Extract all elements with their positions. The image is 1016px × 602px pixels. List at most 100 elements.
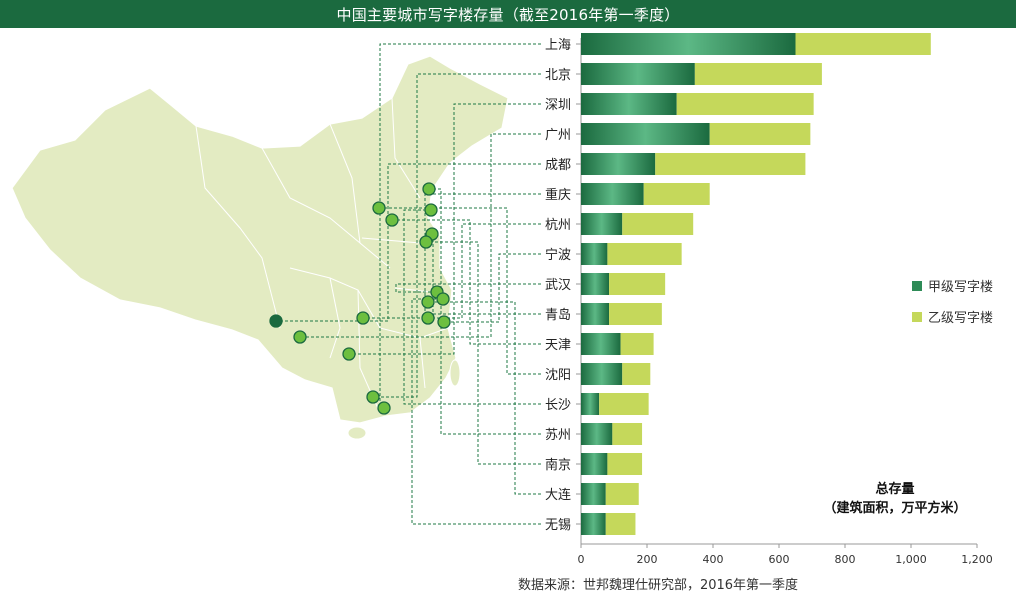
source-note: 数据来源：世邦魏理仕研究部，2016年第一季度 <box>517 578 799 593</box>
bar-grade-b <box>599 393 649 415</box>
city-marker <box>421 311 435 325</box>
x-tick-label: 600 <box>769 553 790 566</box>
bar-grade-b <box>605 483 639 505</box>
legend-swatch-grade-b <box>912 311 922 322</box>
x-tick-label: 200 <box>637 553 658 566</box>
bar-grade-a <box>581 123 710 145</box>
bar-grade-b <box>694 63 822 85</box>
leader-line <box>426 241 541 465</box>
bar-grade-b <box>607 243 682 265</box>
city-marker <box>372 201 386 215</box>
bar-grade-a <box>581 63 695 85</box>
bar-grade-b <box>622 213 694 235</box>
city-marker <box>419 235 433 249</box>
city-marker <box>436 292 450 306</box>
leader-line <box>276 163 541 322</box>
city-marker <box>293 330 307 344</box>
category-label: 北京 <box>545 68 571 83</box>
leader-line <box>444 253 541 323</box>
category-label: 沈阳 <box>545 368 571 383</box>
bar-grade-a <box>581 453 608 475</box>
x-tick-label: 1,000 <box>895 553 927 566</box>
category-label: 大连 <box>545 487 571 503</box>
x-axis: 0 200 400 600 800 1,000 1,200 <box>578 38 993 566</box>
category-label: 无锡 <box>545 518 571 533</box>
leader-line <box>428 301 541 495</box>
leader-line <box>363 193 541 319</box>
city-marker <box>422 182 436 196</box>
category-label: 青岛 <box>545 307 571 323</box>
category-label: 天津 <box>545 338 571 353</box>
bar-grade-b <box>612 423 643 445</box>
legend-label-grade-b: 乙级写字楼 <box>928 311 994 326</box>
category-label: 广州 <box>545 128 571 143</box>
axis-unit-title: 总存量 <box>875 482 915 497</box>
city-marker <box>421 295 435 309</box>
bars <box>581 33 931 535</box>
legend-label-grade-a: 甲级写字楼 <box>928 280 994 295</box>
bar-grade-a <box>581 483 606 505</box>
legend-item-grade-a: 甲级写字楼 <box>912 276 993 295</box>
category-label: 深圳 <box>545 98 571 113</box>
bar-grade-a <box>581 333 621 355</box>
bar-grade-a <box>581 213 623 235</box>
category-label: 成都 <box>545 158 571 173</box>
category-label: 苏州 <box>545 427 571 443</box>
bar-grade-a <box>581 513 606 535</box>
leader-line <box>300 133 541 338</box>
bar-grade-b <box>643 183 710 205</box>
axis-unit-subtitle: （建筑面积，万平方米） <box>823 501 967 516</box>
x-tick-label: 0 <box>578 553 585 566</box>
city-marker <box>377 401 391 415</box>
bar-grade-a <box>581 393 600 415</box>
chart-canvas: 0 200 400 600 800 1,000 1,200 上海北京深圳广州成都重庆杭州宁波… <box>11 33 993 566</box>
bar-grade-a <box>581 153 656 175</box>
category-label: 南京 <box>545 457 571 473</box>
leader-line <box>392 219 541 345</box>
bar-grade-a <box>581 423 613 445</box>
bar-grade-b <box>607 453 643 475</box>
bar-grade-b <box>609 303 662 325</box>
chart-title-bar: 中国主要城市写字楼存量（截至2016年第一季度） <box>0 0 1016 28</box>
x-tick-label: 400 <box>703 553 724 566</box>
category-label: 宁波 <box>545 247 571 263</box>
city-marker <box>385 213 399 227</box>
legend-swatch-grade-a <box>912 280 922 291</box>
hainan-island <box>347 426 367 440</box>
bar-grade-b <box>605 513 636 535</box>
bar-grade-b <box>676 93 814 115</box>
bar-grade-b <box>795 33 931 55</box>
city-marker <box>269 314 283 328</box>
axis-unit-note: 总存量 （建筑面积，万平方米） <box>800 480 990 518</box>
city-markers <box>269 182 451 415</box>
x-tick-label: 1,200 <box>961 553 993 566</box>
legend-item-grade-b: 乙级写字楼 <box>912 307 993 326</box>
bar-grade-b <box>620 333 654 355</box>
leader-line <box>395 283 541 293</box>
legend: 甲级写字楼 乙级写字楼 <box>912 276 993 338</box>
category-label: 武汉 <box>545 278 571 293</box>
china-map-outline <box>11 55 509 424</box>
bar-grade-a <box>581 33 796 55</box>
city-marker <box>342 347 356 361</box>
bar-grade-b <box>622 363 651 385</box>
bar-grade-a <box>581 93 677 115</box>
leader-line <box>349 103 541 355</box>
category-label: 重庆 <box>545 187 571 203</box>
bar-grade-b <box>655 153 806 175</box>
bar-grade-a <box>581 273 610 295</box>
bar-grade-a <box>581 303 610 325</box>
city-marker <box>424 203 438 217</box>
taiwan-island <box>449 359 461 387</box>
bar-grade-b <box>609 273 666 295</box>
chart-title: 中国主要城市写字楼存量（截至2016年第一季度） <box>336 5 680 24</box>
leader-line <box>411 298 541 525</box>
leader-line <box>373 73 541 398</box>
city-marker <box>366 390 380 404</box>
category-label: 杭州 <box>545 218 571 233</box>
bar-grade-a <box>581 183 644 205</box>
category-label: 长沙 <box>545 398 571 413</box>
city-marker <box>356 311 370 325</box>
city-marker <box>437 315 451 329</box>
